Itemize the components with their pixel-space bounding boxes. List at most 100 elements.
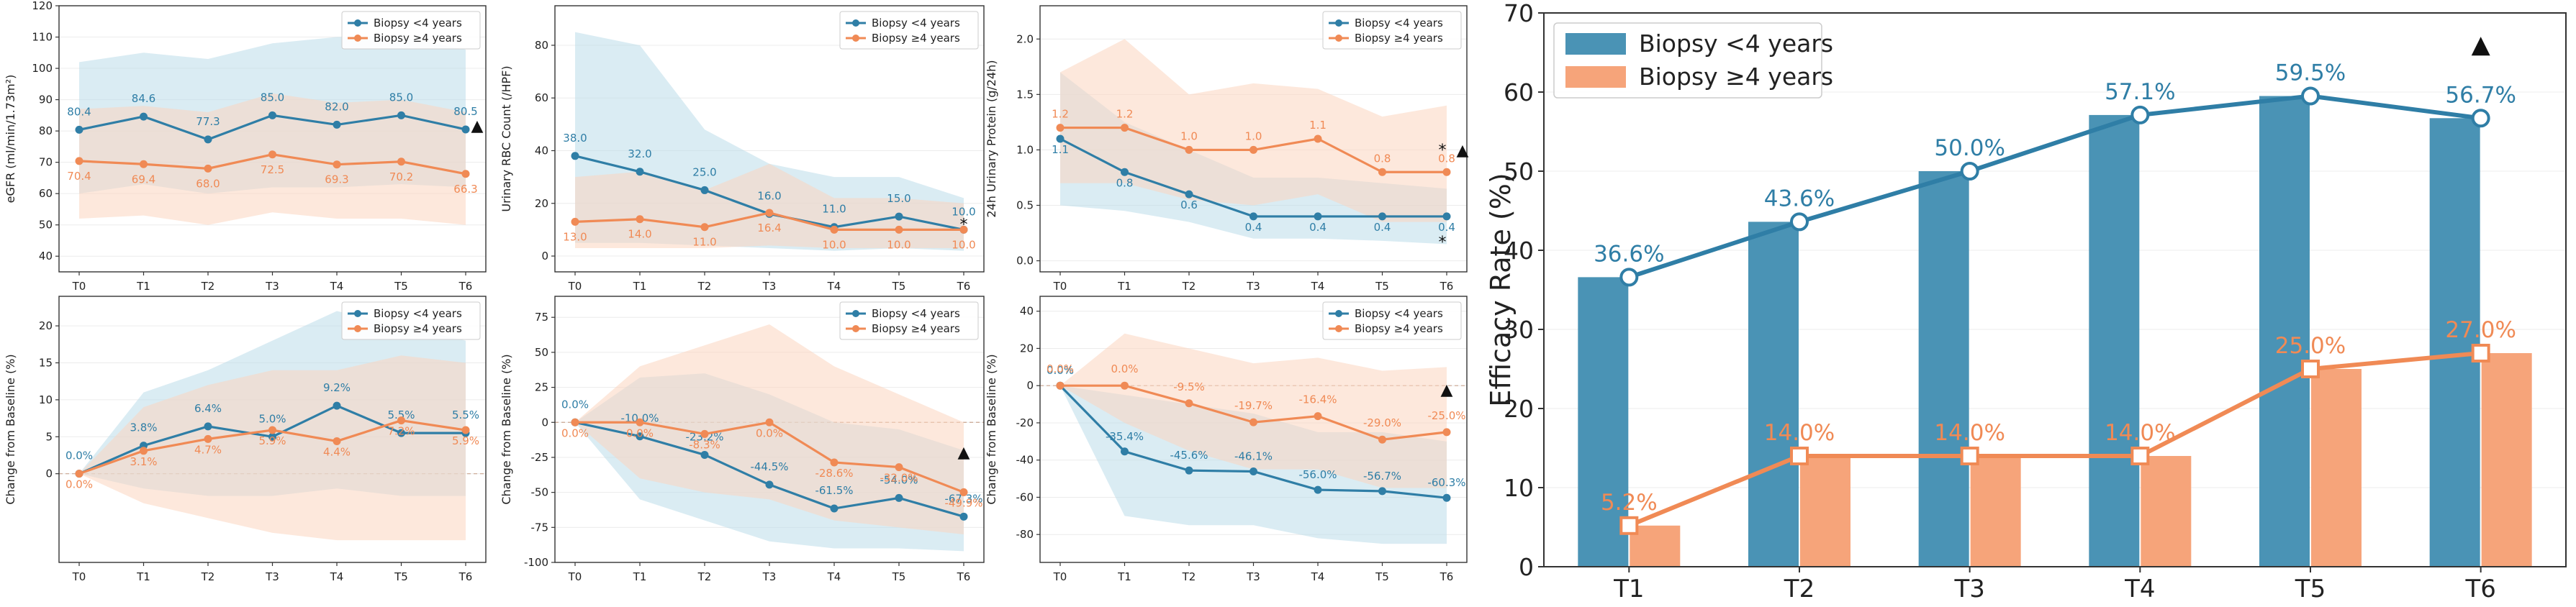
trend-point <box>2130 447 2150 465</box>
legend: Biopsy <4 years Biopsy ≥4 years <box>341 11 481 50</box>
legend-marker <box>1335 19 1342 27</box>
x-tick-label: T5 <box>1375 570 1389 583</box>
data-point <box>268 432 276 441</box>
bar <box>2429 118 2480 567</box>
data-label: 25.0 <box>692 165 716 178</box>
data-point <box>1056 134 1065 143</box>
data-label: -44.5% <box>750 460 788 473</box>
y-tick-label: 75 <box>535 311 548 324</box>
data-label: 14.0 <box>628 228 651 241</box>
data-point <box>765 480 774 489</box>
data-label: 5.5% <box>387 409 415 421</box>
y-axis-label: eGFR (ml/min/1.73m²) <box>4 75 17 204</box>
data-label: -29.0% <box>1363 416 1401 429</box>
legend: Biopsy <4 years Biopsy ≥4 years <box>1553 22 1833 99</box>
data-label: 4.4% <box>323 445 351 458</box>
legend-box <box>839 11 979 50</box>
y-tick-label: 50 <box>39 219 53 232</box>
data-label: 77.3 <box>196 115 220 128</box>
data-label: -35.4% <box>1106 430 1144 443</box>
data-point <box>765 418 774 426</box>
data-label: 0.0% <box>756 426 783 439</box>
legend-label: Biopsy ≥4 years <box>374 322 462 335</box>
y-tick-label: 0.5 <box>1016 199 1034 212</box>
y-tick-label: 0.0 <box>1016 255 1034 268</box>
data-label: -46.1% <box>1234 449 1273 462</box>
data-label: 10.0 <box>887 238 910 251</box>
data-label: -28.6% <box>815 467 853 480</box>
data-point <box>333 120 341 129</box>
data-label: 4.7% <box>194 443 222 456</box>
data-label: 85.0 <box>389 91 413 104</box>
data-label: 0.4 <box>1245 221 1262 234</box>
x-tick-label: T6 <box>458 280 473 293</box>
trend-point <box>1960 447 1979 465</box>
data-label: 10.0 <box>952 238 975 251</box>
legend-box <box>839 301 979 340</box>
data-point <box>700 223 709 232</box>
x-tick-label: T5 <box>892 280 906 293</box>
significance-marker: ▲ <box>1457 142 1469 160</box>
x-tick-label: T5 <box>892 570 906 583</box>
data-point <box>461 170 470 178</box>
data-point <box>1314 134 1322 143</box>
data-point <box>1121 447 1129 456</box>
data-label: 1.0 <box>1245 129 1262 142</box>
y-tick-label: -25 <box>531 451 549 464</box>
x-tick-label: T3 <box>1953 575 1984 603</box>
data-point <box>1314 412 1322 421</box>
trend-point <box>2301 360 2320 378</box>
data-label: 0.8 <box>1374 152 1391 165</box>
data-label: 5.5% <box>452 409 479 421</box>
significance-marker: ▲ <box>471 117 484 135</box>
data-point <box>1185 399 1193 408</box>
data-point <box>700 429 709 438</box>
trend-point <box>1619 268 1639 287</box>
data-label: -49.9% <box>944 496 982 509</box>
data-label: 25.0% <box>2275 333 2346 359</box>
bar <box>1918 171 1969 567</box>
data-point <box>1121 381 1129 390</box>
data-label: 0.8 <box>1116 176 1134 189</box>
trend-line <box>1628 93 2482 280</box>
y-tick-label: 25 <box>535 381 548 394</box>
data-point <box>461 125 470 134</box>
y-tick-label: 50 <box>535 346 548 359</box>
trend-point <box>2471 109 2490 128</box>
data-point <box>1314 485 1322 494</box>
data-label: 57.1% <box>2105 79 2175 105</box>
x-tick-label: T0 <box>72 280 86 293</box>
x-tick-label: T3 <box>762 280 777 293</box>
data-point <box>830 504 839 513</box>
data-label: 68.0 <box>196 177 220 190</box>
data-label: -67.3% <box>944 492 982 505</box>
data-point <box>636 432 644 441</box>
significance-marker: * <box>1439 234 1447 252</box>
confidence-band <box>79 93 466 225</box>
data-point <box>1249 145 1257 154</box>
legend-box <box>1322 11 1462 50</box>
bar <box>2481 353 2532 567</box>
data-point <box>75 125 83 134</box>
x-tick-label: T6 <box>957 570 971 583</box>
data-label: 0.4 <box>1374 221 1391 234</box>
y-tick-label: 100 <box>32 62 53 75</box>
y-tick-label: 20 <box>1504 395 1534 423</box>
data-point <box>1121 124 1129 132</box>
data-label: 7.2% <box>387 425 415 438</box>
legend-marker <box>354 19 361 27</box>
data-point <box>1185 145 1193 154</box>
data-label: 85.0 <box>261 91 284 104</box>
y-tick-label: 90 <box>39 93 53 106</box>
y-tick-label: -75 <box>531 521 549 534</box>
data-point <box>959 225 968 234</box>
data-label: 72.5 <box>261 163 284 176</box>
legend-label: Biopsy ≥4 years <box>872 322 960 335</box>
data-point <box>1378 435 1386 444</box>
y-tick-label: 0 <box>1026 379 1034 392</box>
bar <box>2259 96 2310 567</box>
data-point <box>268 150 276 159</box>
x-tick-label: T1 <box>1613 575 1644 603</box>
x-tick-label: T2 <box>1182 570 1196 583</box>
